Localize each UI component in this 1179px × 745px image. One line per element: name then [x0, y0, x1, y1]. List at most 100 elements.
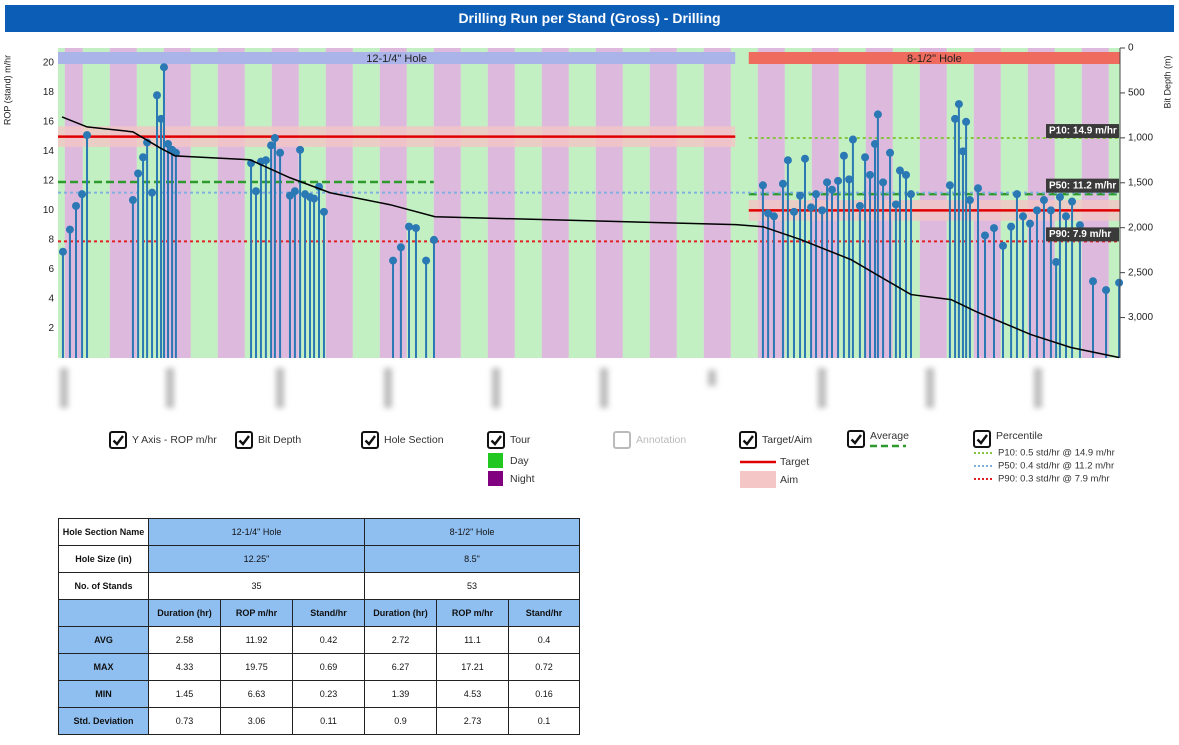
y2-axis-title: Bit Depth (m) [1162, 55, 1172, 108]
checkbox-check [976, 434, 988, 445]
y2-tick-label: 0 [1128, 43, 1134, 54]
table-row: AVG 2.58 11.92 0.42 2.72 11.1 0.4 [58, 626, 580, 654]
legend-label: Annotation [636, 434, 686, 446]
stand-point [1075, 221, 1084, 230]
percentile-label: P50: 11.2 m/hr [1049, 180, 1116, 191]
checkbox-box [235, 431, 253, 449]
table-cell: 12-1/4" Hole [148, 518, 365, 546]
legend-section-toggle[interactable] [361, 431, 379, 449]
stand-point [990, 224, 998, 233]
stand-point [128, 196, 137, 205]
stand-point [148, 188, 157, 197]
tour-band [487, 48, 515, 358]
bit-depth-line [61, 116, 1120, 359]
stand-point [891, 200, 900, 209]
stand-point [958, 147, 967, 156]
legend-average-toggle[interactable] [847, 430, 865, 448]
tour-band [190, 48, 218, 358]
stand-point [951, 114, 960, 123]
table-cell: 0.72 [508, 653, 580, 681]
table-cell: 1.39 [364, 680, 437, 708]
checkbox-box [487, 431, 505, 449]
legend-label: Hole Section [384, 434, 444, 446]
legend-tour-toggle[interactable] [487, 431, 505, 449]
legend-label: Tour [510, 434, 531, 446]
stand-point [252, 187, 260, 196]
chart: 12-1/4" Hole 8-1/2" Hole P10: 14.9 m/hr P50… [2, 43, 1172, 488]
title-bar: Drilling Run per Stand (Gross) - Drillin… [5, 5, 1174, 32]
checkbox-check [850, 434, 862, 445]
stand-point [58, 247, 67, 256]
tour-band [406, 48, 434, 358]
legend-tour-swatch [488, 453, 503, 468]
stand-point [974, 184, 983, 193]
table-row: Std. Deviation 0.73 3.06 0.11 0.9 2.73 0.1 [58, 707, 580, 735]
stand-point [143, 138, 152, 147]
percentile-label: P10: 14.9 m/hr [1049, 126, 1117, 137]
stand-point [999, 241, 1007, 250]
legend-rop-toggle[interactable] [109, 431, 127, 449]
stand-point [159, 63, 168, 72]
tour-band [649, 48, 677, 358]
checkbox-check [742, 435, 754, 446]
legend-label: P50: 0.4 std/hr @ 11.2 m/hr [998, 461, 1114, 472]
table-cell [58, 599, 149, 627]
stand-point [396, 243, 405, 252]
hole-section-label: 12-1/4" Hole [366, 53, 427, 65]
stand-point [78, 190, 87, 199]
stand-point [828, 185, 836, 194]
table-row: MIN 1.45 6.63 0.23 1.39 4.53 0.16 [58, 680, 580, 708]
legend-depth-toggle[interactable] [235, 431, 253, 449]
tour-band [433, 48, 461, 358]
table-cell: Duration (hr) [364, 599, 437, 627]
hole-section-bar [58, 52, 736, 64]
table-cell: 4.33 [148, 653, 221, 681]
stand-point [405, 222, 413, 231]
tour-band [298, 48, 326, 358]
tour-band [676, 48, 704, 358]
legend-label: Percentile [996, 430, 1043, 442]
legend-label: Target/Aim [762, 434, 812, 446]
table-cell: ROP m/hr [436, 599, 509, 627]
stand-point [861, 153, 870, 162]
table-cell: 0.73 [148, 707, 221, 735]
y-tick-label: 6 [48, 264, 54, 275]
table-cell: 0.11 [292, 707, 365, 735]
y-tick-label: 14 [43, 146, 55, 157]
stand-point [1115, 278, 1124, 287]
stand-point [310, 194, 319, 203]
tour-band [136, 48, 164, 358]
table-cell: 0.4 [508, 626, 580, 654]
table-row: Hole Section Name 12-1/4" Hole 8-1/2" Hole [58, 518, 580, 546]
stand-point [1062, 212, 1070, 221]
stand-point [945, 181, 954, 190]
stand-point [1089, 277, 1097, 286]
stand-point [1046, 206, 1055, 215]
table-row: MAX 4.33 19.75 0.69 6.27 17.21 0.72 [58, 653, 580, 681]
stand-point [134, 169, 143, 178]
stand-point [389, 256, 398, 265]
stand-point [1102, 286, 1111, 295]
stand-point [906, 190, 915, 199]
legend-annotation-toggle[interactable] [613, 431, 631, 449]
stand-point [276, 148, 285, 157]
table-cell: 2.58 [148, 626, 221, 654]
checkbox-box [613, 431, 631, 449]
table-cell: 11.1 [436, 626, 509, 654]
x-axis-labels-blurred [60, 368, 1042, 408]
hole-section-bar [748, 52, 1120, 64]
stand-point [855, 201, 864, 210]
table-row: No. of Stands 35 53 [58, 572, 580, 600]
table-cell: 1.45 [148, 680, 221, 708]
table-row: Hole Size (in) 12.25" 8.5" [58, 545, 580, 573]
stand-point [153, 91, 161, 100]
legend-percentile-toggle[interactable] [973, 430, 991, 448]
checkbox-box [847, 430, 865, 448]
stand-point [848, 135, 857, 144]
stats-table: Hole Section Name 12-1/4" Hole 8-1/2" Hole… [58, 518, 580, 735]
stand-point [1032, 206, 1041, 215]
legend-target-toggle[interactable] [739, 431, 757, 449]
table-cell: 0.69 [292, 653, 365, 681]
y-tick-label: 16 [43, 116, 55, 127]
